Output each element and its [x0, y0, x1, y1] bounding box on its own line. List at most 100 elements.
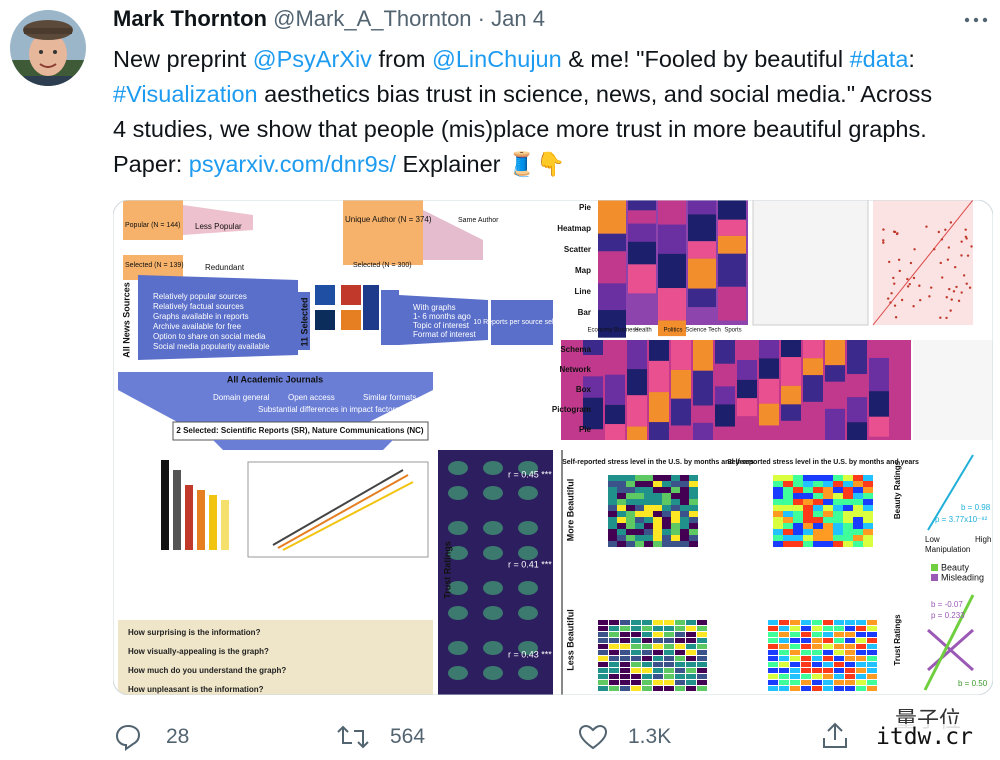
heatmap-cell [768, 638, 778, 643]
heatmap-cell [845, 638, 855, 643]
heatmap-cell [626, 529, 635, 535]
heatmap-cell [609, 668, 619, 673]
heatmap-cell [853, 517, 863, 523]
mosaic-cell [781, 357, 801, 386]
heatmap-cell [653, 662, 663, 667]
more-menu[interactable] [962, 12, 992, 28]
heatmap-cell [617, 541, 626, 547]
trust-blob [448, 666, 468, 680]
link[interactable]: psyarxiv.com/dnr9s/ [188, 151, 396, 177]
scatter-dot [944, 228, 947, 232]
link[interactable]: @LinChujun [432, 46, 562, 72]
heatmap-cell [671, 499, 680, 505]
heatmap-cell [697, 650, 707, 655]
heatmap-cell [598, 632, 608, 637]
heatmap-cell [833, 475, 843, 481]
media-label: Self-reported stress level in the U.S. b… [562, 459, 754, 466]
heatmap-cell [631, 686, 641, 691]
share-icon[interactable] [820, 721, 850, 751]
media-label: Politics [663, 328, 682, 334]
heatmap-cell [608, 517, 617, 523]
scatter-dot [933, 247, 936, 251]
media-label: Less Beautiful [565, 609, 575, 671]
heatmap-cell [834, 680, 844, 685]
heatmap-cell [812, 644, 822, 649]
media-label: Unique Author (N = 374) [345, 215, 432, 224]
heatmap-cell [856, 638, 866, 643]
heatmap-cell [653, 674, 663, 679]
heatmap-cell [697, 662, 707, 667]
heatmap-cell [635, 499, 644, 505]
scatter-dot [950, 298, 953, 301]
media-label: b = -0.07 [931, 600, 963, 609]
like-icon[interactable] [578, 723, 608, 751]
heatmap-cell [644, 523, 653, 529]
scatter-dot [882, 239, 885, 242]
date[interactable]: Jan 4 [491, 6, 545, 31]
handle[interactable]: @Mark_A_Thornton [273, 6, 472, 31]
heatmap-cell [608, 535, 617, 541]
heatmap-cell [779, 686, 789, 691]
media-image[interactable]: Popular (N = 144) Less Popular Selected (N… [113, 200, 993, 695]
heatmap-cell [664, 656, 674, 661]
heatmap-cell [653, 523, 662, 529]
heatmap-cell [833, 541, 843, 547]
mosaic-cell [627, 369, 647, 396]
media-label: Less Popular [195, 222, 242, 231]
heatmap-cell [813, 511, 823, 517]
retweet-icon[interactable] [336, 723, 370, 751]
heatmap-cell [779, 632, 789, 637]
heatmap-cell [686, 656, 696, 661]
heatmap-cell [680, 487, 689, 493]
retweet-count: 564 [390, 725, 426, 748]
heatmap-cell [768, 632, 778, 637]
heatmap-cell [793, 493, 803, 499]
legend-swatch [931, 564, 938, 571]
heatmap-cell [675, 644, 685, 649]
heatmap-cell [779, 662, 789, 667]
scatter-dot [945, 296, 948, 299]
heatmap-cell [608, 493, 617, 499]
heatmap-cell [834, 656, 844, 661]
heatmap-cell [793, 475, 803, 481]
heatmap-cell [620, 626, 630, 631]
heatmap-cell [671, 541, 680, 547]
link[interactable]: @PsyArXiv [252, 46, 372, 72]
mosaic-cell [605, 424, 625, 440]
scatter-dot [893, 304, 897, 307]
heatmap-cell [617, 499, 626, 505]
mosaic-cell [847, 340, 867, 375]
heatmap-cell [626, 481, 635, 487]
heatmap-cell [686, 620, 696, 625]
heatmap-cell [823, 529, 833, 535]
mosaic-cell [718, 286, 746, 321]
heatmap-cell [689, 511, 698, 517]
heatmap-cell [653, 656, 663, 661]
heatmap-cell [833, 511, 843, 517]
heatmap-cell [823, 505, 833, 511]
avatar[interactable] [10, 10, 86, 86]
heatmap-cell [843, 475, 853, 481]
author-name[interactable]: Mark Thornton [113, 6, 267, 31]
heatmap-cell [697, 638, 707, 643]
heatmap-cell [833, 517, 843, 523]
heatmap-cell [823, 517, 833, 523]
reply-icon[interactable] [114, 723, 142, 751]
heatmap-cell [671, 535, 680, 541]
link[interactable]: #Visualization [113, 81, 258, 107]
media-label: More Beautiful [565, 479, 575, 542]
heatmap-cell [843, 517, 853, 523]
heatmap-cell [644, 541, 653, 547]
heatmap-cell [642, 626, 652, 631]
trust-blob [448, 581, 468, 595]
heatmap-cell [823, 481, 833, 487]
like-count: 1.3K [628, 725, 672, 748]
scatter-dot [966, 254, 970, 257]
heatmap-cell [803, 529, 813, 535]
heatmap-cell [863, 505, 873, 511]
media-label: p = 0.233 [931, 611, 965, 620]
media-label: Sports [724, 328, 741, 334]
mosaic-cell [737, 398, 757, 417]
heatmap-cell [773, 511, 783, 517]
link[interactable]: #data [849, 46, 909, 72]
